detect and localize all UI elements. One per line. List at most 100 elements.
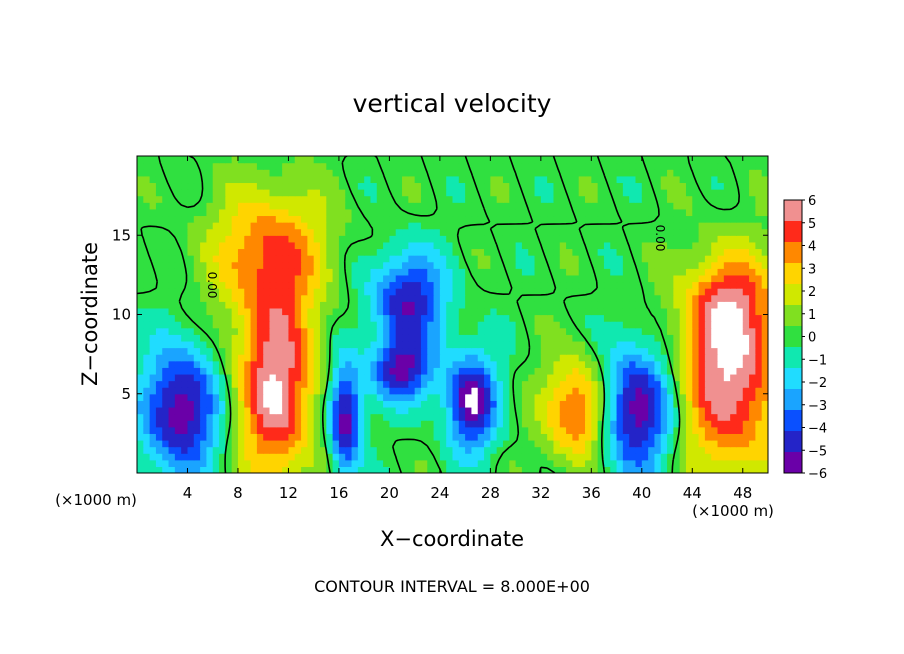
heatmap-cell	[420, 294, 428, 302]
heatmap-cell	[219, 334, 226, 342]
heatmap-cell	[408, 189, 416, 197]
heatmap-cell	[149, 340, 157, 349]
heatmap-cell	[679, 202, 687, 210]
heatmap-cell	[755, 202, 763, 210]
heatmap-cell	[559, 406, 567, 415]
heatmap-cell	[326, 255, 334, 263]
heatmap-cell	[338, 294, 346, 302]
heatmap-cell	[566, 373, 573, 382]
heatmap-cell	[603, 426, 611, 434]
heatmap-cell	[326, 373, 334, 382]
heatmap-cell	[427, 281, 435, 289]
heatmap-cell	[307, 182, 315, 190]
heatmap-cell	[256, 420, 264, 428]
heatmap-cell	[597, 307, 605, 316]
heatmap-cell	[269, 433, 277, 441]
heatmap-cell	[452, 466, 460, 473]
heatmap-cell	[711, 354, 719, 362]
heatmap-cell	[654, 334, 662, 342]
heatmap-cell	[761, 314, 768, 322]
heatmap-cell	[181, 156, 189, 164]
heatmap-cell	[162, 195, 170, 203]
heatmap-cell	[673, 380, 681, 388]
heatmap-cell	[351, 327, 359, 335]
heatmap-cell	[622, 426, 630, 434]
heatmap-cell	[471, 459, 479, 467]
heatmap-cell	[319, 215, 327, 223]
heatmap-cell	[547, 175, 555, 184]
heatmap-cell	[566, 420, 573, 428]
heatmap-cell	[200, 195, 208, 203]
heatmap-cell	[250, 215, 258, 223]
heatmap-cell	[465, 301, 473, 309]
heatmap-cell	[149, 360, 157, 368]
heatmap-cell	[244, 189, 252, 197]
heatmap-cell	[704, 314, 712, 322]
heatmap-cell	[193, 208, 201, 217]
heatmap-cell	[395, 433, 403, 441]
heatmap-cell	[629, 189, 637, 197]
colorbar-swatch	[784, 221, 802, 243]
heatmap-cell	[667, 373, 674, 382]
heatmap-cell	[225, 288, 233, 296]
heatmap-cell	[439, 255, 447, 263]
heatmap-cell	[591, 175, 599, 184]
heatmap-cell	[616, 387, 624, 395]
heatmap-cell	[515, 235, 523, 243]
heatmap-cell	[679, 420, 687, 428]
heatmap-cell	[641, 215, 649, 223]
heatmap-cell	[162, 248, 170, 256]
x-tick-label: 48	[733, 484, 752, 502]
heatmap-cell	[540, 215, 548, 223]
heatmap-cell	[256, 175, 264, 184]
heatmap-cell	[282, 367, 290, 375]
heatmap-cell	[351, 307, 359, 316]
heatmap-cell	[717, 294, 725, 302]
heatmap-cell	[452, 367, 460, 375]
heatmap-cell	[162, 413, 170, 421]
heatmap-cell	[534, 327, 542, 335]
heatmap-cell	[155, 321, 163, 329]
heatmap-cell	[629, 466, 637, 473]
heatmap-cell	[761, 453, 768, 461]
heatmap-cell	[711, 195, 719, 203]
heatmap-cell	[610, 466, 618, 473]
heatmap-cell	[357, 321, 365, 329]
heatmap-cell	[465, 314, 473, 322]
heatmap-cell	[660, 373, 668, 382]
heatmap-cell	[250, 235, 258, 243]
heatmap-cell	[761, 367, 768, 375]
heatmap-cell	[585, 156, 592, 164]
heatmap-cell	[275, 459, 283, 467]
heatmap-cell	[458, 367, 466, 375]
heatmap-cell	[376, 413, 384, 421]
heatmap-cell	[566, 222, 573, 230]
heatmap-cell	[635, 420, 643, 428]
heatmap-cell	[174, 169, 182, 177]
heatmap-cell	[585, 268, 592, 276]
heatmap-cell	[250, 367, 258, 375]
heatmap-cell	[736, 459, 744, 467]
heatmap-cell	[509, 281, 517, 289]
heatmap-cell	[275, 208, 283, 217]
heatmap-cell	[685, 314, 693, 322]
heatmap-cell	[704, 373, 712, 382]
heatmap-cell	[553, 360, 561, 368]
heatmap-cell	[395, 202, 403, 210]
heatmap-cell	[477, 307, 485, 316]
heatmap-cell	[515, 288, 523, 296]
heatmap-cell	[231, 274, 239, 283]
heatmap-cell	[547, 222, 555, 230]
heatmap-cell	[704, 195, 712, 203]
heatmap-cell	[263, 222, 271, 230]
heatmap-cell	[742, 162, 750, 170]
heatmap-cell	[237, 380, 245, 388]
heatmap-cell	[143, 202, 151, 210]
heatmap-cell	[515, 175, 523, 184]
heatmap-cell	[376, 189, 384, 197]
heatmap-cell	[181, 215, 189, 223]
heatmap-cell	[572, 274, 580, 283]
heatmap-cell	[490, 433, 498, 441]
colorbar-label: −3	[808, 399, 827, 414]
